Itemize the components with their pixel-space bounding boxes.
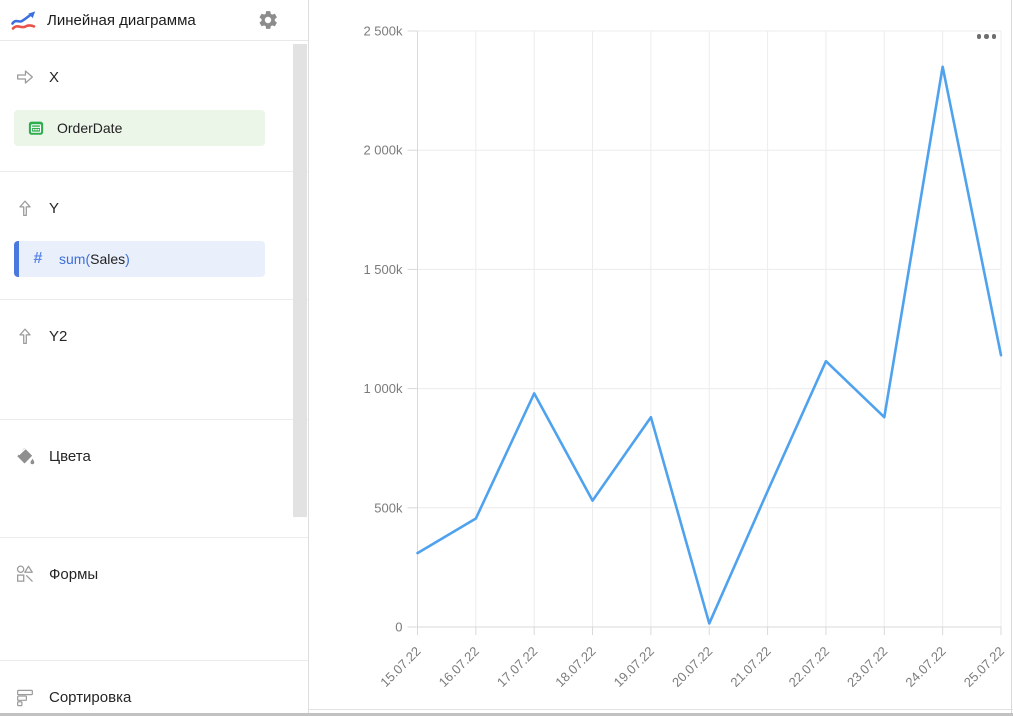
section-sorting-label: Сортировка bbox=[49, 688, 132, 706]
y-axis-label: 2 500k bbox=[363, 24, 403, 39]
chart-menu-button[interactable] bbox=[975, 32, 999, 41]
ellipsis-icon bbox=[976, 34, 981, 39]
x-axis-label: 15.07.22 bbox=[377, 644, 423, 690]
field-sum-sales[interactable]: # sum(Sales) bbox=[14, 241, 265, 277]
y-axis-label: 500k bbox=[374, 500, 403, 515]
x-axis-label: 19.07.22 bbox=[611, 644, 657, 690]
section-shapes: Формы bbox=[0, 538, 308, 661]
sidebar-header: Линейная диаграмма bbox=[0, 0, 308, 41]
formula-suffix: ) bbox=[125, 251, 130, 267]
section-shapes-label: Формы bbox=[49, 565, 99, 583]
calendar-icon bbox=[28, 121, 44, 135]
x-axis-label: 25.07.22 bbox=[961, 644, 1007, 690]
y-axis-label: 1 500k bbox=[363, 262, 403, 277]
x-axis-label: 23.07.22 bbox=[844, 644, 890, 690]
sidebar: Линейная диаграмма X OrderDate bbox=[0, 0, 309, 716]
chart-bottom-border bbox=[309, 709, 1013, 710]
line-chart-icon bbox=[11, 11, 36, 30]
section-y: Y # sum(Sales) bbox=[0, 172, 308, 300]
paint-bucket-icon bbox=[17, 447, 35, 465]
y-axis-label: 2 000k bbox=[363, 143, 403, 158]
field-sum-sales-label: sum(Sales) bbox=[59, 251, 130, 267]
x-axis-label: 21.07.22 bbox=[727, 644, 773, 690]
arrow-up-icon bbox=[19, 328, 31, 344]
series-line bbox=[416, 65, 1003, 625]
x-axis-label: 18.07.22 bbox=[552, 644, 598, 690]
section-colors-header: Цвета bbox=[14, 444, 292, 468]
section-x: X OrderDate bbox=[0, 41, 308, 172]
field-sales-name: Sales bbox=[90, 251, 126, 267]
section-y2: Y2 bbox=[0, 300, 308, 420]
field-orderdate-label: OrderDate bbox=[57, 120, 123, 136]
section-y2-label: Y2 bbox=[49, 327, 68, 345]
ellipsis-icon bbox=[991, 34, 996, 39]
sidebar-scrollbar-thumb[interactable] bbox=[293, 44, 307, 517]
y-axis-label: 0 bbox=[395, 620, 402, 635]
section-y2-header: Y2 bbox=[14, 324, 292, 348]
formula-prefix: sum( bbox=[59, 251, 91, 267]
chart-area: 0 500k 1 000k 1 500k 2 000k 2 500k 15.07.22 16.… bbox=[309, 0, 1012, 716]
section-x-header: X bbox=[14, 65, 292, 89]
x-axis-label: 22.07.22 bbox=[786, 644, 832, 690]
shapes-icon bbox=[16, 565, 33, 582]
section-y-label: Y bbox=[49, 199, 60, 217]
section-sorting-header: Сортировка bbox=[14, 685, 292, 709]
number-field-icon: # bbox=[33, 250, 43, 267]
x-axis-label: 17.07.22 bbox=[494, 644, 540, 690]
arrow-up-icon bbox=[19, 200, 31, 216]
page-title: Линейная диаграмма bbox=[47, 11, 196, 29]
section-colors: Цвета bbox=[0, 420, 308, 538]
x-axis-label: 16.07.22 bbox=[436, 644, 482, 690]
section-x-label: X bbox=[49, 68, 60, 86]
gear-icon bbox=[259, 11, 277, 29]
section-colors-label: Цвета bbox=[49, 447, 91, 465]
field-orderdate[interactable]: OrderDate bbox=[14, 110, 265, 146]
field-drag-handle[interactable] bbox=[14, 241, 19, 277]
section-y-header: Y bbox=[14, 196, 292, 220]
y-axis-label: 1 000k bbox=[363, 381, 403, 396]
window-bottom-edge bbox=[0, 713, 1013, 716]
sort-bars-icon bbox=[17, 689, 33, 707]
line-chart: 0 500k 1 000k 1 500k 2 000k 2 500k 15.07.22 16.… bbox=[363, 24, 1007, 690]
section-shapes-header: Формы bbox=[14, 562, 292, 586]
section-sorting: Сортировка bbox=[0, 661, 308, 716]
settings-button[interactable] bbox=[257, 9, 279, 31]
x-axis-label: 24.07.22 bbox=[902, 644, 948, 690]
ellipsis-icon bbox=[984, 34, 989, 39]
x-axis-label: 20.07.22 bbox=[669, 644, 715, 690]
arrow-right-icon bbox=[17, 70, 33, 84]
